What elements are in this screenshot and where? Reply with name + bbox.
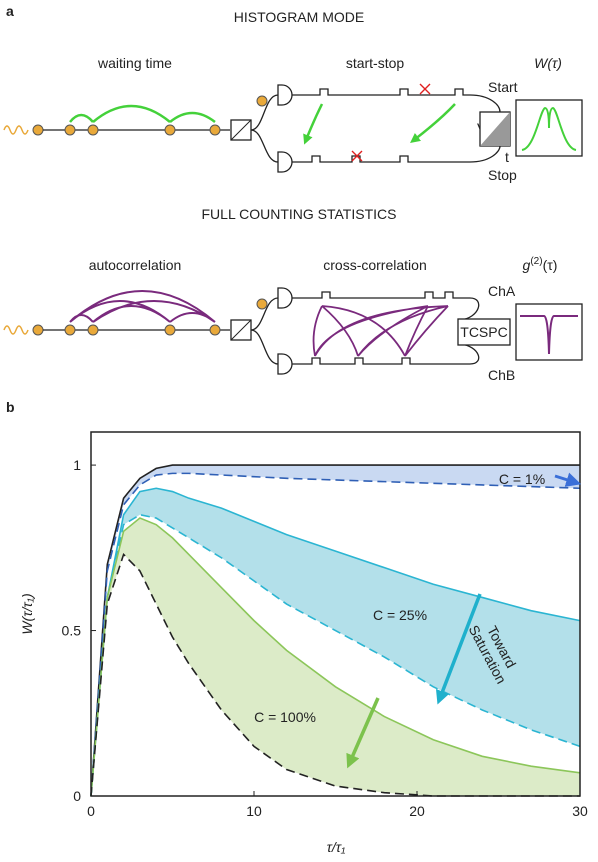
label: ChB <box>488 367 515 383</box>
arrow <box>435 593 482 705</box>
x-tick-label: 30 <box>572 803 588 819</box>
label: ChA <box>488 283 516 299</box>
label: Start <box>488 79 518 95</box>
section-title: FULL COUNTING STATISTICS <box>202 206 397 222</box>
label: W(τ) <box>534 55 562 71</box>
label: start-stop <box>346 55 405 71</box>
series-line <box>90 464 580 797</box>
y-tick-label: 0.5 <box>62 623 82 639</box>
series-line <box>90 517 581 797</box>
y-axis-label: W(τ/τ₁) <box>19 593 35 634</box>
schematic-1 <box>3 83 583 173</box>
x-tick-label: 0 <box>87 803 95 819</box>
series-line <box>90 513 581 797</box>
annotation: C = 100% <box>254 709 316 725</box>
x-axis-label: τ/τ₁ <box>327 839 346 855</box>
arrow <box>346 697 380 769</box>
series-line <box>90 472 581 797</box>
section-title: HISTOGRAM MODE <box>234 9 364 25</box>
axes-frame <box>90 431 581 797</box>
schematic-2 <box>3 287 583 375</box>
y-tick-label: 1 <box>73 457 81 473</box>
y-tick-label: 0 <box>73 788 81 804</box>
annotation: C = 1% <box>499 471 545 487</box>
annotation: C = 25% <box>373 607 427 623</box>
panel-label: a <box>6 3 14 19</box>
panel-label: b <box>6 399 15 415</box>
label: TCSPC <box>460 324 507 340</box>
label: cross-correlation <box>323 257 426 273</box>
plot: 00.510 10 20 30C = 1%C = 25%C = 100%TowardS… <box>62 431 588 819</box>
band-fill <box>91 518 580 796</box>
label: g(2)(τ) <box>523 256 558 273</box>
x-tick-label: 20 <box>409 803 425 819</box>
series-line <box>90 487 581 797</box>
label: autocorrelation <box>89 257 182 273</box>
label: Stop <box>488 167 517 183</box>
label: waiting time <box>97 55 172 71</box>
label: t <box>505 149 509 165</box>
band-fill <box>91 488 580 796</box>
x-tick-label: 10 <box>246 803 262 819</box>
arrow <box>554 472 582 487</box>
